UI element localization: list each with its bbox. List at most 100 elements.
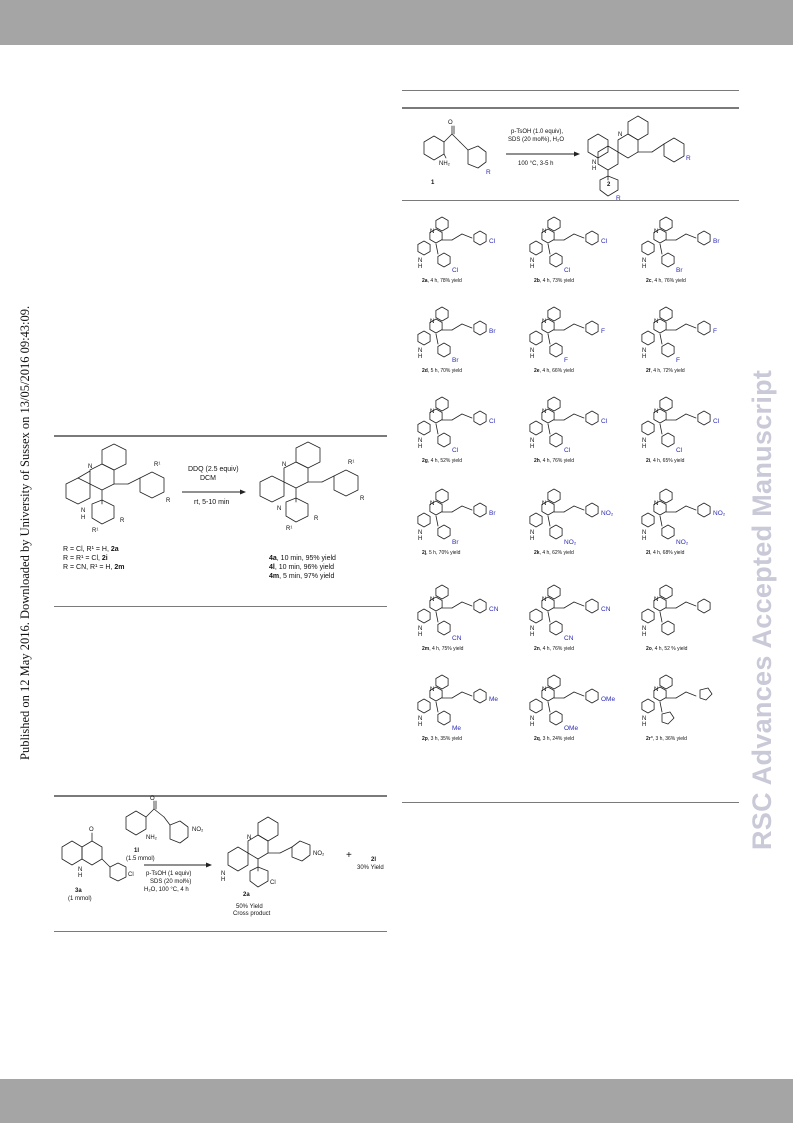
product-label: 2 [607,182,611,188]
compound-caption: 2f, 4 h, 72% yield [646,368,685,374]
table-header-rule [402,107,739,109]
cross-condition-3: H₂O, 100 °C, 4 h [144,887,189,893]
substituent-aryl: NO₂ [564,539,577,546]
bond [573,413,585,419]
ring [661,432,675,448]
ring [541,408,555,424]
bond [563,505,575,513]
oxygen-atom: O [448,120,453,126]
compound-caption: 2h, 4 h, 76% yield [534,458,574,464]
substrate-line-3: R = CN, R¹ = H, 2m [63,564,124,571]
substrate-label: 3a [75,888,82,894]
bond [675,505,687,513]
ring [697,410,711,426]
oxygen-atom: O [89,827,94,833]
nh-h-atom: H [78,873,82,879]
ring [437,432,451,448]
compound-caption: 2l, 4 h, 68% yield [646,550,685,556]
bond [573,601,585,607]
compound-caption: 2q, 3 h, 24% yield [534,736,574,742]
compound-caption: 2c, 4 h, 76% yield [646,278,686,284]
reagent-amount: (1.5 mmol) [126,856,155,862]
r-aryl-label: R [314,516,319,522]
ring [437,524,451,540]
ring [659,584,673,600]
substrate-line-2: R = R¹ = Cl, 2i [63,555,108,562]
substituent-aryl: Cl [564,447,571,454]
substituent-aryl: F [676,357,680,364]
bond [659,515,663,527]
bond [685,233,697,239]
bond [451,505,463,513]
nh-h-atom: H [530,444,534,450]
oxidation-arrow-head [240,489,246,495]
ring [641,512,655,528]
substituent-aryl: Br [452,357,459,364]
substituent-styryl: NO₂ [713,510,726,517]
bond [461,601,473,607]
nh-h-atom: H [81,515,85,521]
bond [451,601,463,609]
ring [473,688,487,704]
nh-h-atom: H [642,444,646,450]
bond [547,333,551,345]
compound-caption: 2e, 4 h, 66% yield [534,368,574,374]
ring [529,512,543,528]
nitrogen-atom: N [654,229,658,235]
nitrogen-atom: N [88,464,92,470]
bond [659,611,663,623]
chloro-group: Cl [128,872,134,878]
nh-atom: N [530,258,534,264]
bond [451,691,463,699]
ring [429,228,443,244]
nh-h-atom: H [221,877,225,883]
substituent-styryl: Cl [713,418,720,425]
bond [685,691,697,697]
substituent-aryl: Cl [676,447,683,454]
substituent-styryl: Br [489,328,496,335]
bond [461,505,473,511]
table-top-rule [402,90,739,91]
nh-h-atom: H [418,264,422,270]
condition-line-1: p-TsOH (1.0 equiv), [511,129,563,135]
nh-atom: N [530,348,534,354]
side-product-yield: 30% Yield [357,865,384,871]
bond [675,691,687,699]
ring [653,500,667,516]
ring [653,686,667,702]
ring [549,432,563,448]
compound-caption: 2j, 5 h, 70% yield [422,550,461,556]
ring [697,502,711,518]
nh-h-atom: H [418,536,422,542]
bond [675,601,687,609]
ring [659,674,673,690]
ring [659,488,673,504]
nitrogen-atom: N [654,597,658,603]
r-substituent: R [486,169,491,176]
substrate-amount: (1 mmol) [68,896,92,902]
table-bottom-rule [402,802,739,803]
bond [573,233,585,239]
nh-atom: N [418,626,422,632]
cross-product-scheme: O NH₂ NO₂ 1l (1.5 mmol) O N H Cl 3a (1 m… [61,796,384,917]
r1-label: R¹ [154,462,160,468]
nh-h-atom: H [530,354,534,360]
nh-atom: N [642,438,646,444]
substituent-aryl: F [564,357,568,364]
nh-atom: N [418,438,422,444]
reactant-label: 1 [431,180,435,186]
ring [547,216,561,232]
substituent-styryl: Cl [489,238,496,245]
scheme-cross-bottom-rule [54,931,387,932]
bond [435,243,439,255]
nh-n-atom: N [81,508,85,514]
compound-caption: 2o, 4 h, 52 % yield [646,646,688,652]
nitrogen-atom: N [430,409,434,415]
